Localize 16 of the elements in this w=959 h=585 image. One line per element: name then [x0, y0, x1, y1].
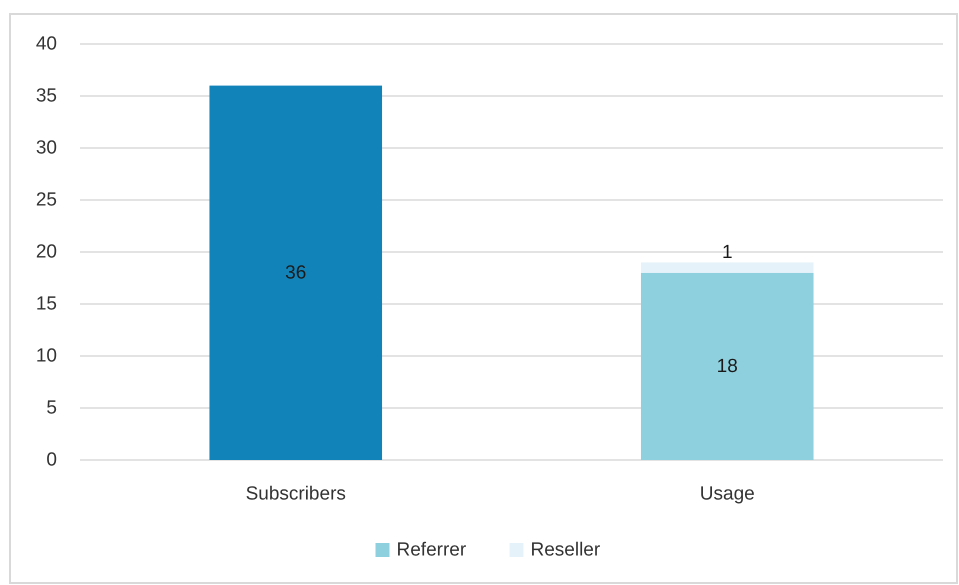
- data-label: 36: [285, 262, 306, 284]
- y-tick-label: 15: [36, 294, 57, 314]
- y-tick-label: 25: [36, 190, 57, 210]
- y-tick-label: 20: [36, 242, 57, 262]
- y-tick-label: 40: [36, 34, 57, 54]
- y-tick-label: 10: [36, 346, 57, 366]
- data-label: 1: [722, 242, 733, 263]
- y-tick-label: 35: [36, 86, 57, 106]
- y-tick-label: 30: [36, 138, 57, 158]
- x-tick-label: Usage: [700, 484, 755, 504]
- data-label: 18: [716, 356, 738, 377]
- x-tick-label: Subscribers: [246, 484, 346, 504]
- y-tick-label: 0: [46, 450, 57, 470]
- legend-label: Reseller: [530, 540, 601, 560]
- legend-label: Referrer: [396, 540, 467, 560]
- y-tick-label: 5: [46, 398, 57, 418]
